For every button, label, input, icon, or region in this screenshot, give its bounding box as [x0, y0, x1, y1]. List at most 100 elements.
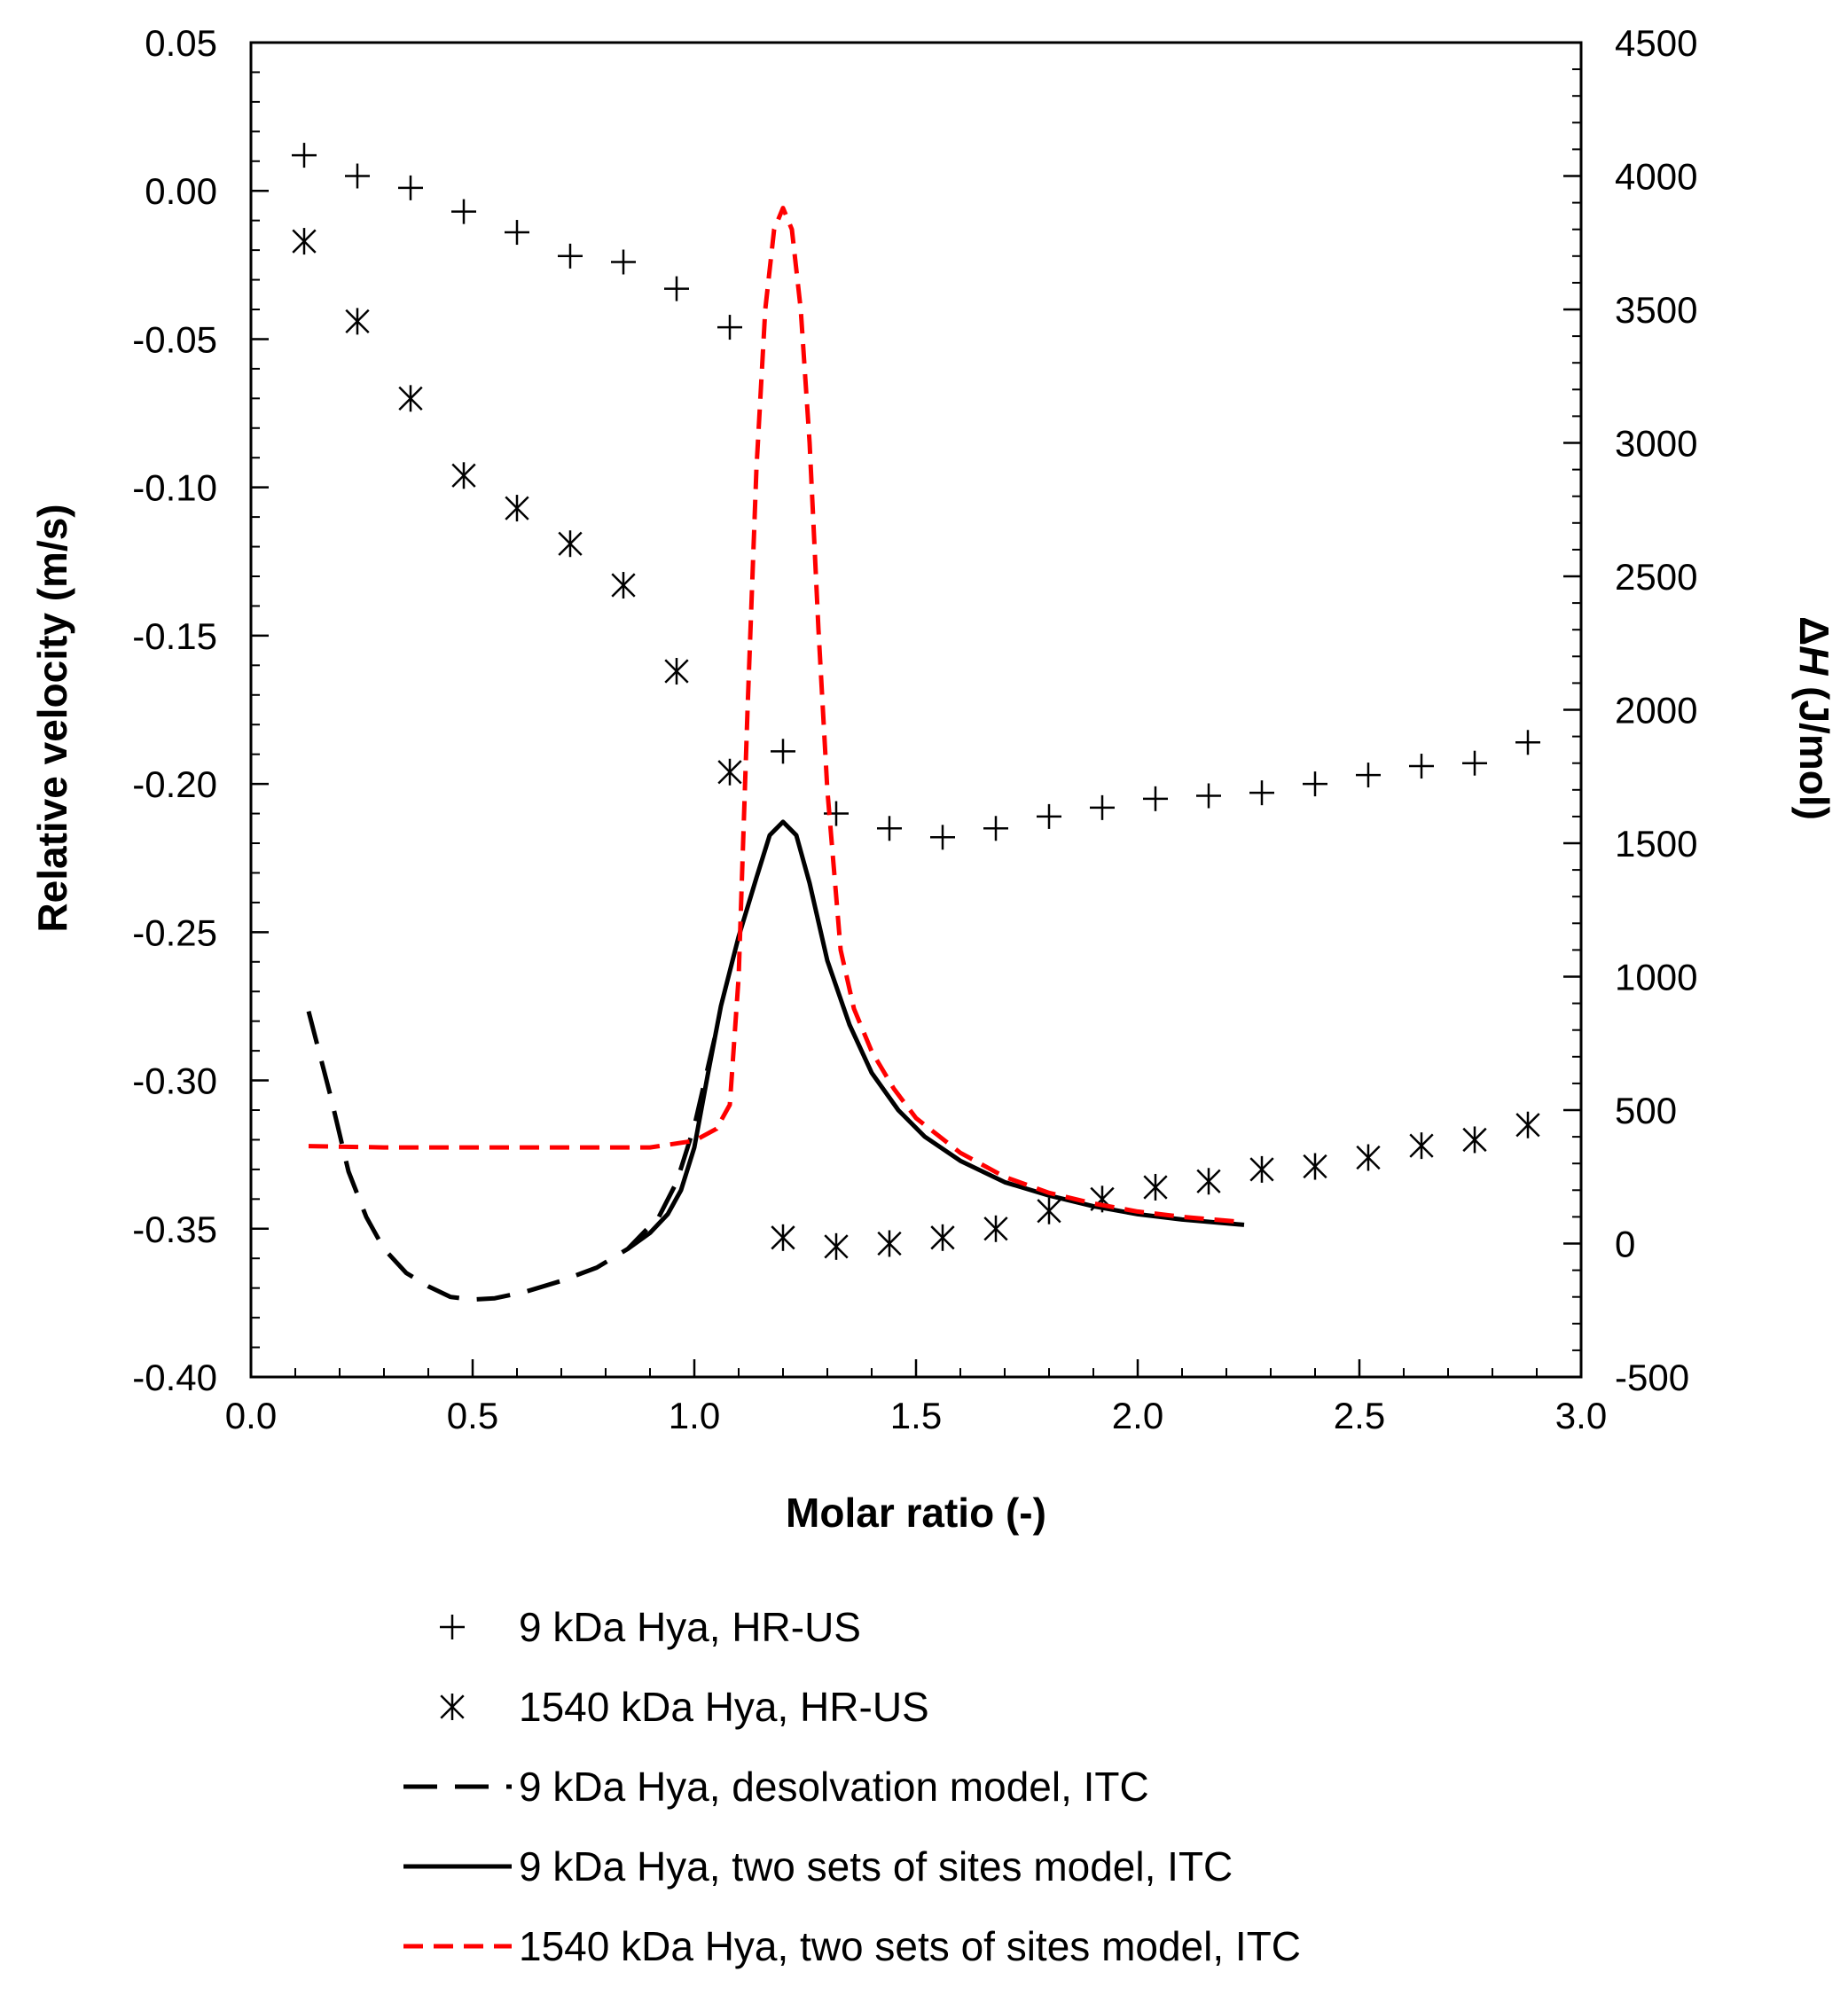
data-point-asterisk	[451, 462, 476, 489]
marker-stroke	[440, 1694, 465, 1719]
marker-stroke	[717, 760, 742, 785]
data-point-asterisk	[930, 1224, 955, 1251]
data-point-plus	[717, 315, 742, 340]
data-point-asterisk	[1409, 1132, 1434, 1160]
x-axis-title: Molar ratio (-)	[786, 1490, 1046, 1536]
y-tick-label: -0.10	[132, 467, 217, 509]
x-tick-label: 2.0	[1112, 1395, 1163, 1436]
data-point-asterisk	[1515, 1111, 1540, 1138]
data-point-plus	[505, 220, 529, 246]
marker-stroke	[930, 1225, 955, 1250]
legend-plus-icon	[440, 1615, 465, 1639]
x-tick-label: 0.5	[447, 1395, 498, 1436]
plot-border	[249, 41, 1583, 1379]
data-point-plus	[1356, 763, 1381, 788]
y2-axis-title-prefix: Δ	[1791, 616, 1837, 645]
data-point-asterisk	[771, 1224, 795, 1251]
y2-tick-label: 4500	[1615, 22, 1697, 64]
legend-item-4: 1540 kDa Hya, two sets of sites model, I…	[403, 1923, 1301, 1969]
legend-label: 1540 kDa Hya, HR-US	[519, 1684, 929, 1730]
marker-stroke	[664, 659, 689, 684]
legend: 9 kDa Hya, HR-US 1540 kDa Hya, HR-US 9 kDa…	[403, 1604, 1301, 1969]
y2-tick-label: 2000	[1615, 690, 1697, 732]
data-point-plus	[1196, 783, 1221, 809]
marker-stroke	[1409, 1133, 1434, 1158]
y2-tick-label: 500	[1615, 1090, 1677, 1131]
legend-item-0: 9 kDa Hya, HR-US	[440, 1604, 861, 1650]
data-point-asterisk	[292, 228, 317, 255]
data-point-plus	[1143, 786, 1168, 811]
data-point-plus	[930, 825, 955, 850]
x-tick-label: 2.5	[1334, 1395, 1385, 1436]
marker-stroke	[771, 1225, 795, 1250]
series-line	[626, 819, 1245, 1251]
data-point-asterisk	[717, 758, 742, 786]
data-point-plus	[558, 243, 583, 269]
y2-tick-label: 2500	[1615, 556, 1697, 598]
x-tick-label: 1.0	[669, 1395, 720, 1436]
y-tick-label: -0.25	[132, 911, 217, 953]
legend-item-3: 9 kDa Hya, two sets of sites model, ITC	[403, 1843, 1233, 1889]
data-point-asterisk	[1303, 1153, 1327, 1180]
y-tick-label: 0.00	[145, 170, 217, 212]
series-layer	[292, 143, 1540, 1303]
data-point-plus	[1303, 771, 1327, 797]
marker-stroke	[1303, 1154, 1327, 1179]
y2-tick-label: 3000	[1615, 423, 1697, 465]
plot-frame	[249, 41, 1583, 1379]
data-point-plus	[1249, 780, 1274, 806]
legend-item-1: 1540 kDa Hya, HR-US	[440, 1684, 929, 1730]
marker-stroke	[611, 573, 636, 598]
data-point-plus	[1409, 754, 1434, 779]
data-point-plus	[398, 175, 423, 200]
y2-tick-label: 1000	[1615, 957, 1697, 998]
series-2	[306, 1010, 719, 1303]
marker-stroke	[1143, 1175, 1168, 1200]
legend-label: 1540 kDa Hya, two sets of sites model, I…	[519, 1923, 1301, 1969]
legend-asterisk-icon	[440, 1694, 465, 1720]
data-point-plus	[983, 816, 1008, 841]
data-point-asterisk	[877, 1230, 902, 1257]
data-point-plus	[292, 143, 317, 168]
y2-tick-label: 0	[1615, 1224, 1635, 1265]
y2-tick-label: 4000	[1615, 156, 1697, 198]
legend-label: 9 kDa Hya, desolvation model, ITC	[519, 1764, 1149, 1810]
tick-labels: 0.0 0.5 1.0 1.5 2.0 2.5 3.0 0.05 0.00 -0.05 -0.10 -…	[132, 22, 1697, 1436]
data-point-plus	[1462, 750, 1487, 776]
data-point-plus	[611, 249, 636, 275]
marker-stroke	[451, 463, 476, 488]
data-point-asterisk	[824, 1232, 849, 1260]
y-tick-label: -0.40	[132, 1357, 217, 1398]
series-line	[306, 1010, 719, 1303]
y-tick-label: -0.30	[132, 1060, 217, 1102]
y-tick-label: -0.20	[132, 763, 217, 805]
marker-stroke	[345, 309, 370, 334]
data-point-asterisk	[1143, 1173, 1168, 1201]
marker-stroke	[1515, 1113, 1540, 1138]
data-point-asterisk	[664, 658, 689, 685]
legend-label: 9 kDa Hya, two sets of sites model, ITC	[519, 1843, 1233, 1889]
marker-stroke	[824, 1234, 849, 1259]
data-point-asterisk	[1462, 1126, 1487, 1154]
data-point-asterisk	[1196, 1168, 1221, 1195]
data-point-plus	[1515, 730, 1540, 755]
series-0	[292, 143, 1540, 850]
axis-ticks	[249, 41, 1583, 1379]
data-point-asterisk	[398, 385, 423, 412]
y-tick-label: -0.15	[132, 615, 217, 657]
series-3	[626, 819, 1245, 1251]
y2-axis-title: ΔH (J/mol)	[1791, 616, 1837, 820]
y-tick-label: -0.05	[132, 318, 217, 360]
data-point-asterisk	[1356, 1144, 1381, 1171]
marker-stroke	[398, 386, 423, 411]
x-tick-label: 3.0	[1555, 1395, 1607, 1436]
data-point-plus	[451, 199, 476, 224]
marker-stroke	[1356, 1145, 1381, 1170]
data-point-plus	[1037, 803, 1061, 829]
data-point-asterisk	[611, 572, 636, 599]
series-line	[308, 206, 1245, 1224]
marker-stroke	[292, 229, 317, 254]
marker-stroke	[505, 496, 529, 520]
data-point-asterisk	[505, 495, 529, 522]
